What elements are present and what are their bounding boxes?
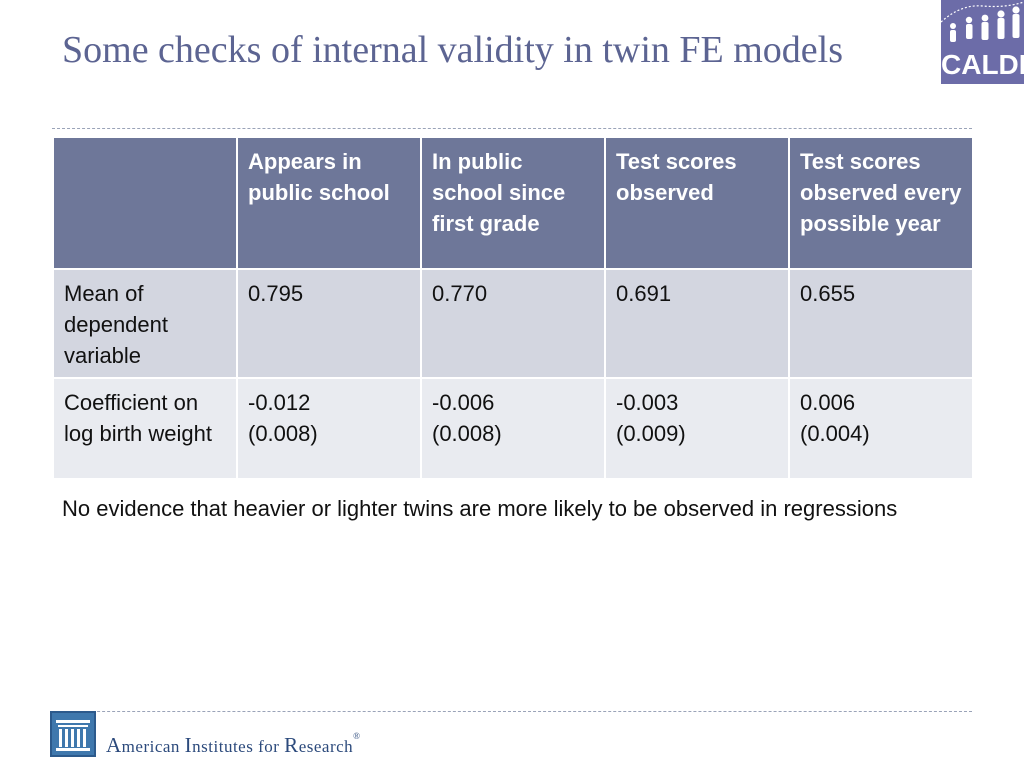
header-cell: Test scores observed — [604, 136, 790, 270]
cell-standard-error: (0.009) — [616, 421, 686, 446]
header-cell: Appears in public school — [236, 136, 422, 270]
cell-standard-error: (0.008) — [248, 421, 318, 446]
table-cell: 0.770 — [420, 268, 606, 379]
slide-note: No evidence that heavier or lighter twin… — [62, 496, 898, 521]
air-columns-icon — [50, 711, 96, 757]
header-row: Appears in public school In public schoo… — [52, 136, 974, 270]
slide-title: Some checks of internal validity in twin… — [62, 29, 843, 71]
header-cell-empty — [52, 136, 238, 270]
cell-value: -0.003 — [616, 390, 679, 415]
top-divider — [52, 128, 972, 129]
cell-standard-error: (0.008) — [432, 421, 502, 446]
cell-value: -0.006 — [432, 390, 495, 415]
cell-value: -0.012 — [248, 390, 311, 415]
air-wordmark: American Institutes for Research® — [106, 731, 361, 757]
header-cell: Test scores observed every possible year — [788, 136, 974, 270]
cell-standard-error: (0.004) — [800, 421, 870, 446]
table-cell: -0.003 (0.009) — [604, 377, 790, 480]
header-cell: In public school since first grade — [420, 136, 606, 270]
calder-figures-icon — [941, 1, 1024, 42]
table-cell: -0.012 (0.008) — [236, 377, 422, 480]
table-row: Mean of dependent variable 0.795 0.770 0… — [52, 268, 974, 379]
calder-logo: CALDER — [941, 0, 1024, 84]
bottom-divider — [52, 711, 972, 712]
cell-value: 0.795 — [248, 281, 304, 306]
table-cell: 0.795 — [236, 268, 422, 379]
cell-value: 0.770 — [432, 281, 488, 306]
table-cell: 0.655 — [788, 268, 974, 379]
table-cell: -0.006 (0.008) — [420, 377, 606, 480]
cell-value: 0.655 — [800, 281, 856, 306]
results-table: Appears in public school In public schoo… — [52, 136, 974, 480]
calder-logo-text: CALDER — [941, 49, 1024, 80]
row-label: Coefficient on log birth weight — [52, 377, 238, 480]
cell-value: 0.006 — [800, 390, 856, 415]
table-row: Coefficient on log birth weight -0.012 (… — [52, 377, 974, 480]
cell-value: 0.691 — [616, 281, 672, 306]
row-label: Mean of dependent variable — [52, 268, 238, 379]
table-cell: 0.006 (0.004) — [788, 377, 974, 480]
table-cell: 0.691 — [604, 268, 790, 379]
